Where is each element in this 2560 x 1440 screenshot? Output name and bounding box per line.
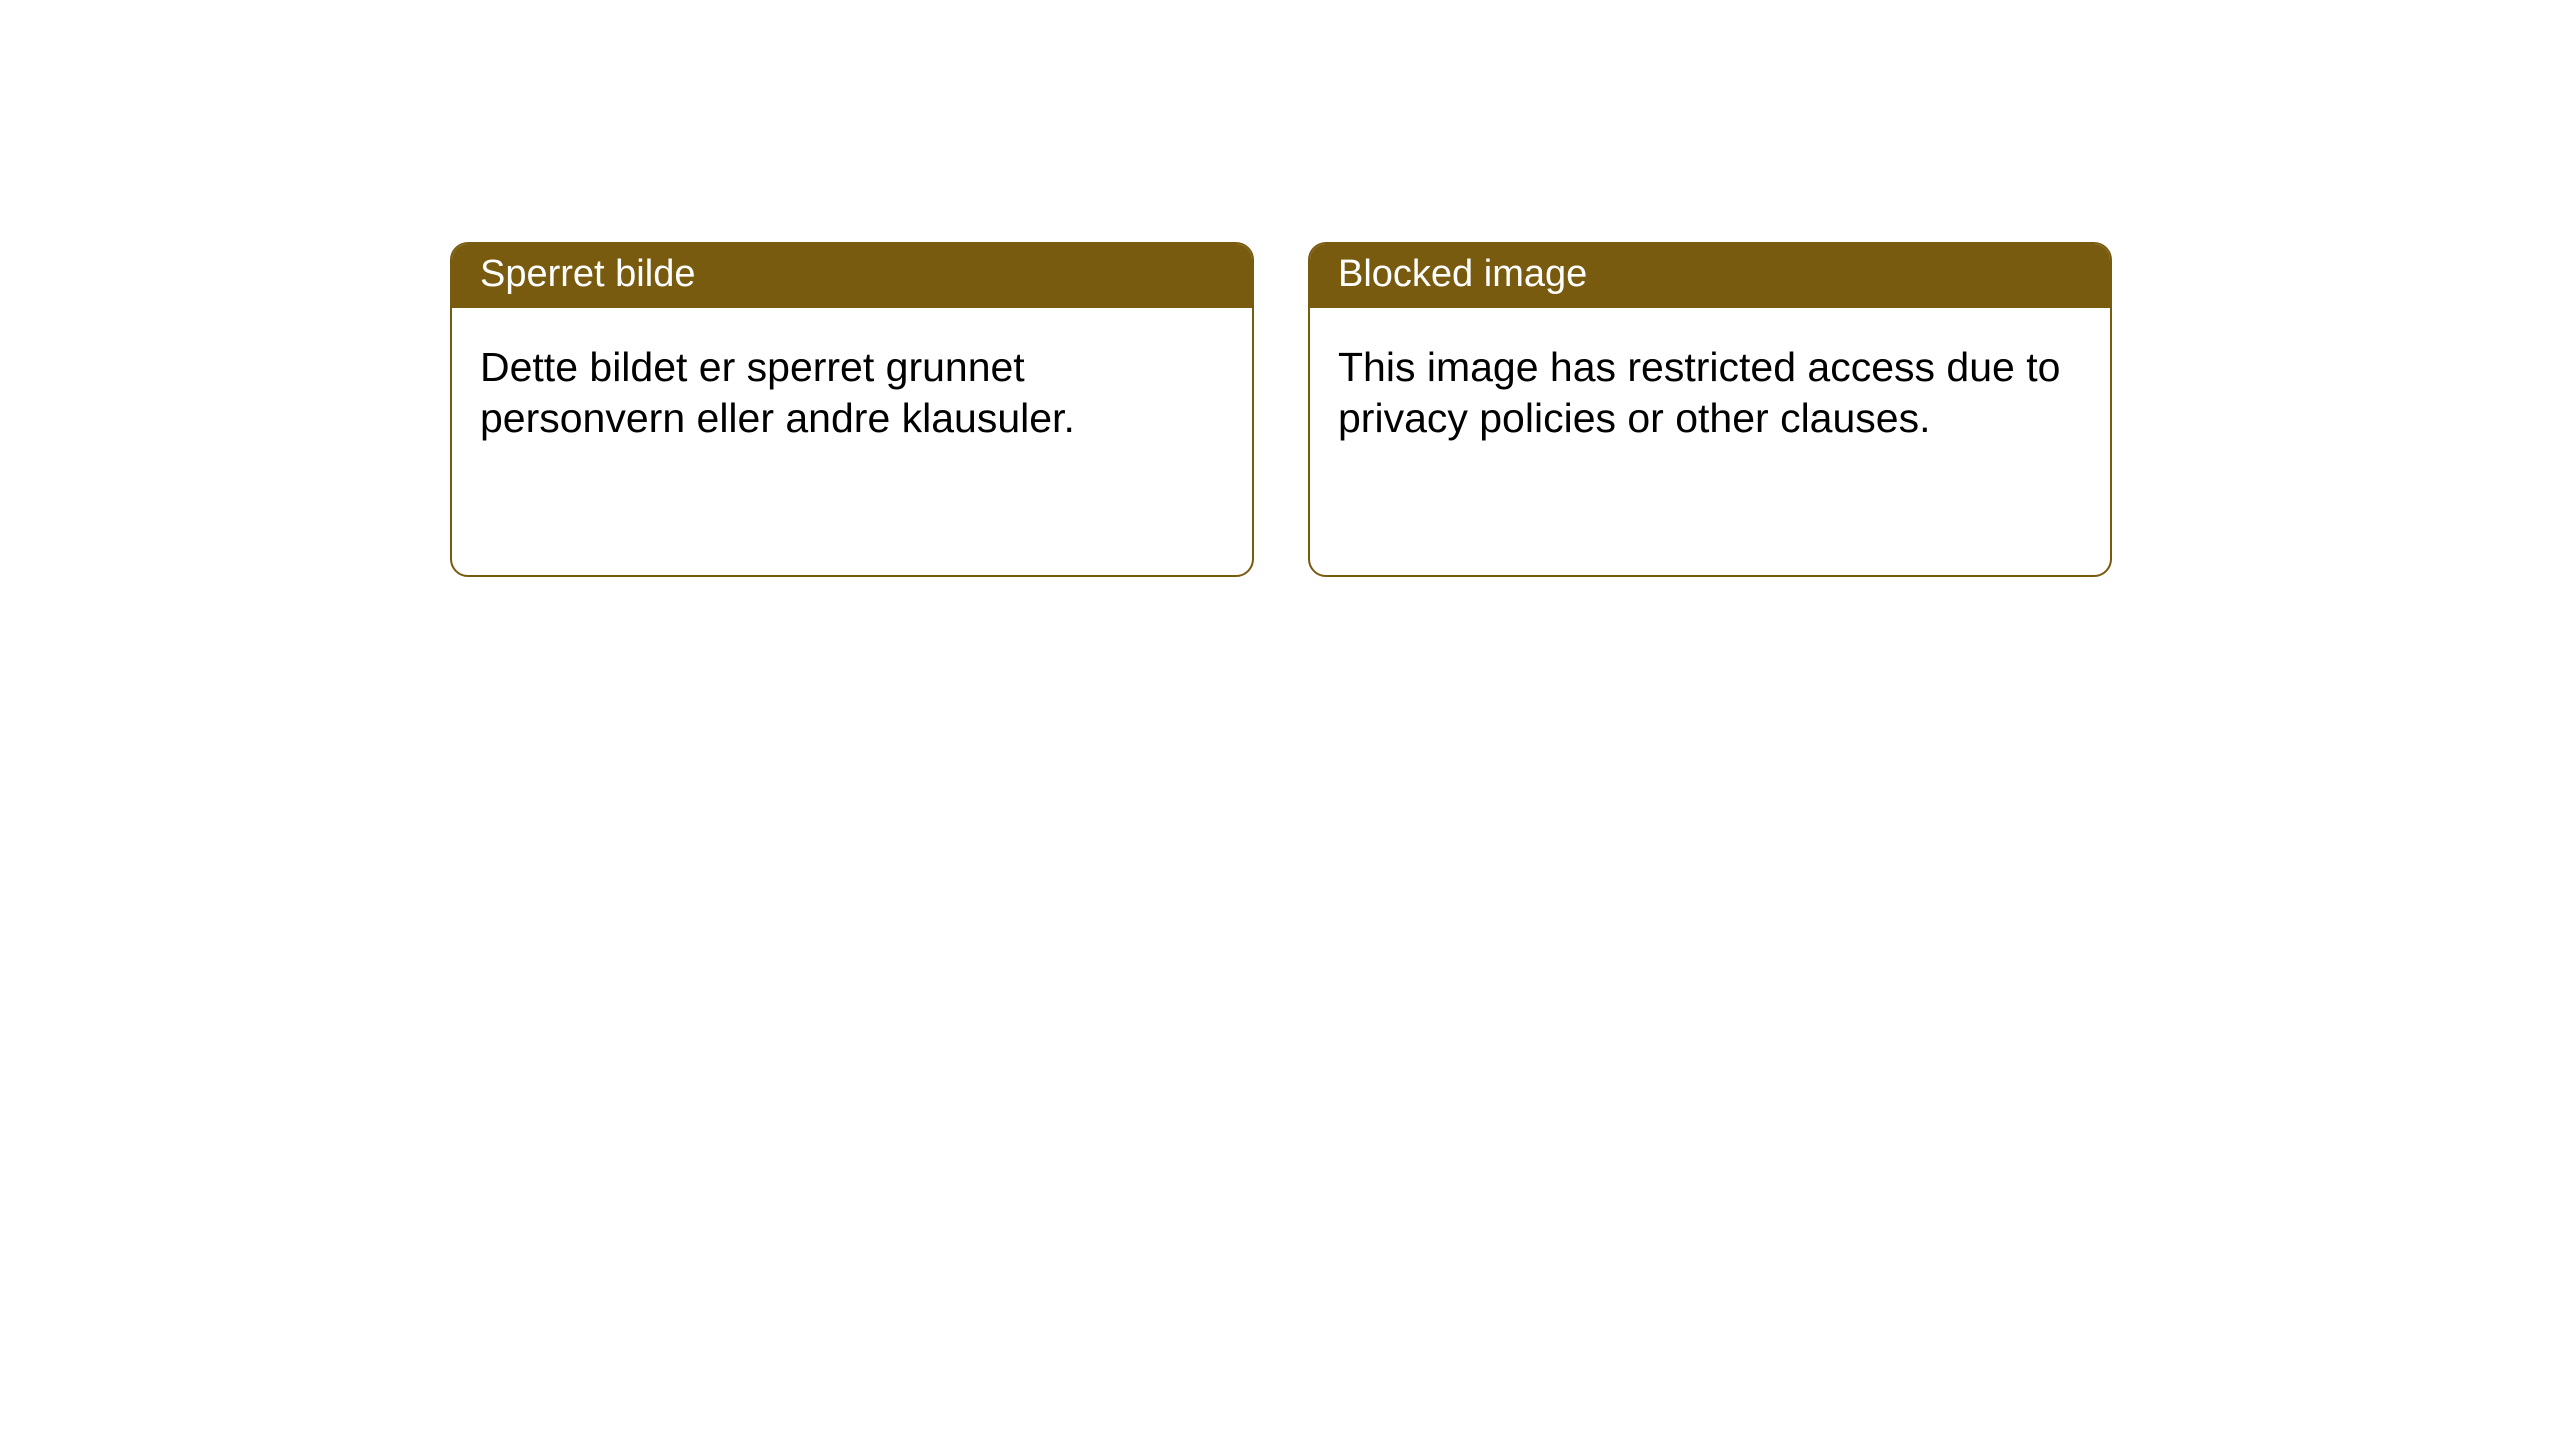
notice-card-title: Blocked image [1310, 244, 2110, 308]
notice-cards-row: Sperret bilde Dette bildet er sperret gr… [450, 242, 2112, 577]
notice-card-norwegian: Sperret bilde Dette bildet er sperret gr… [450, 242, 1254, 577]
notice-card-body: Dette bildet er sperret grunnet personve… [452, 308, 1252, 479]
notice-card-body: This image has restricted access due to … [1310, 308, 2110, 479]
notice-card-title: Sperret bilde [452, 244, 1252, 308]
notice-card-english: Blocked image This image has restricted … [1308, 242, 2112, 577]
